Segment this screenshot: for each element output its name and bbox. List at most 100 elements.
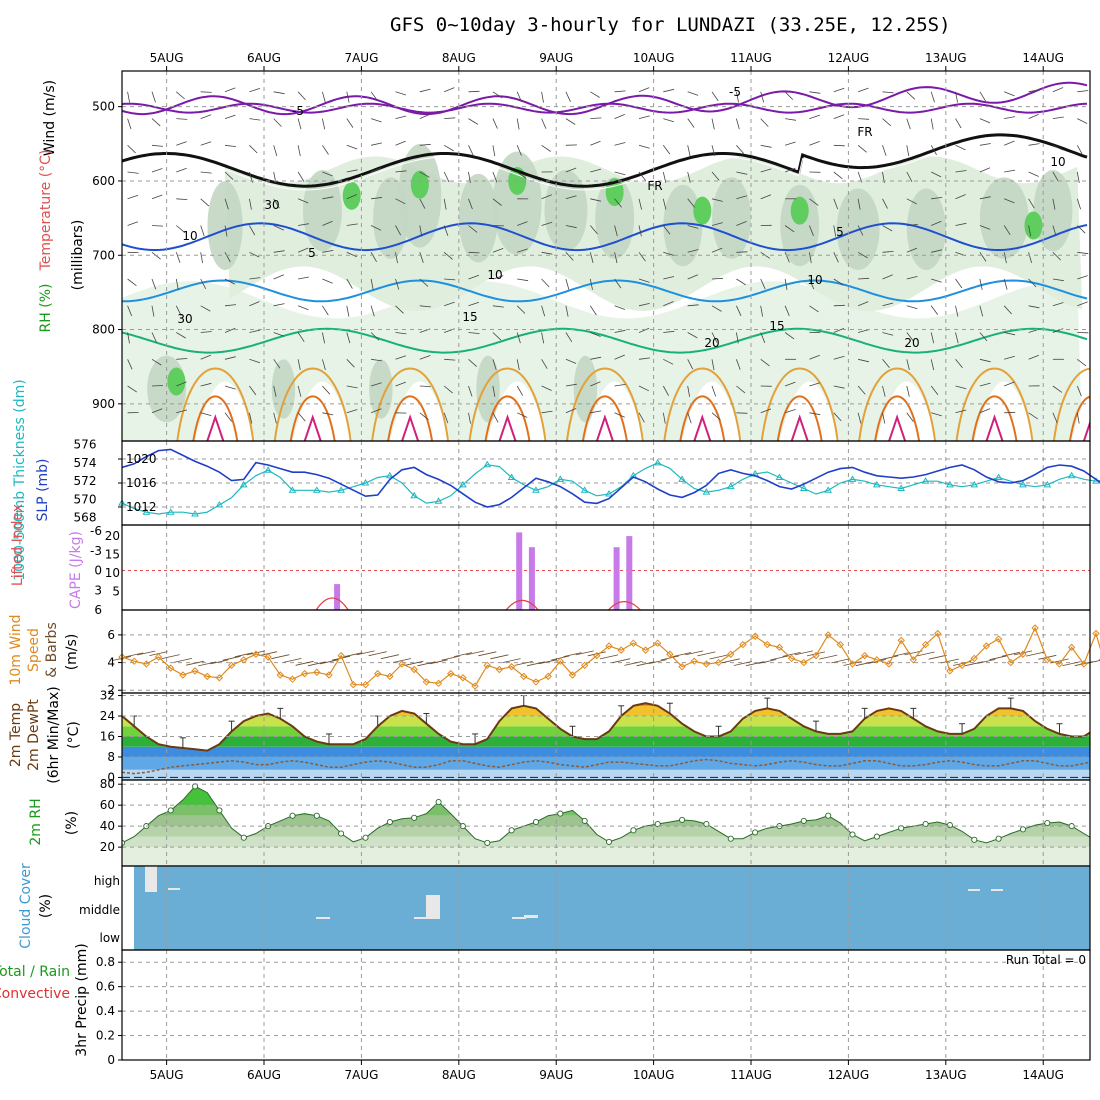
wind-barb: [979, 252, 987, 262]
wind-barb: [784, 225, 795, 233]
dry-valley: [487, 381, 548, 441]
wind-speed-point: [495, 665, 504, 674]
wind-barb: [246, 650, 265, 656]
wind-barb: [760, 144, 772, 148]
wind-barb: [855, 661, 874, 667]
wind-barb: [541, 118, 547, 129]
wind-barb: [882, 145, 887, 156]
wind-barb: [344, 652, 363, 658]
thickness-point: [1043, 480, 1052, 488]
thickness-point: [653, 458, 662, 466]
wind-barb: [468, 198, 473, 210]
wind-speed-point: [605, 642, 613, 650]
wind-barb: [711, 118, 715, 130]
wind-barb: [955, 170, 967, 173]
contour-20: [273, 367, 352, 441]
wind-barb: [371, 197, 383, 200]
wind-barb: [297, 171, 305, 182]
wind-speed-point: [520, 672, 528, 681]
cape-tick: 15: [105, 548, 120, 562]
wind-barb: [468, 385, 473, 397]
wind-barb: [137, 650, 156, 656]
wind-barb: [224, 385, 236, 390]
wind-barb: [833, 198, 839, 210]
wind-barb: [541, 305, 546, 317]
wind-barb: [297, 332, 305, 342]
wind-barb: [1028, 354, 1039, 360]
wind-barb: [955, 144, 966, 151]
contour-30: [595, 414, 614, 441]
rh-point: [508, 827, 515, 834]
wind-barb: [297, 118, 302, 130]
wind-barb: [127, 145, 136, 154]
wind-barb: [1077, 225, 1086, 234]
wind-barb: [200, 305, 211, 312]
wind-speed-point: [568, 671, 577, 679]
wind-barb: [736, 359, 741, 370]
x-tick-bottom: 6AUG: [247, 1068, 281, 1082]
wind-barb: [541, 410, 553, 414]
wind-barb: [736, 305, 742, 316]
wind-speed-point: [544, 672, 552, 681]
precip-total-rain-label: Total / Rain: [0, 964, 70, 980]
wind-barb: [687, 118, 695, 128]
contour-20: [955, 367, 1034, 441]
wind-barb: [809, 252, 812, 264]
wind-barb: [395, 381, 406, 387]
wind-barb: [541, 359, 548, 369]
contour-20: [371, 367, 450, 441]
wind-barb: [590, 198, 602, 202]
wind-barb: [833, 385, 845, 389]
contour-label: 10: [807, 273, 822, 287]
rh-band: [122, 805, 1090, 816]
contour-25: [874, 395, 921, 441]
wind-barb: [516, 305, 526, 314]
contour-25: [1068, 395, 1090, 441]
cloud-high-block: [968, 889, 980, 891]
wind-barb: [882, 332, 894, 336]
wind-barb: [662, 171, 667, 183]
wind-barb: [867, 659, 886, 664]
contour-20: [858, 367, 937, 441]
wind-barb: [819, 654, 838, 660]
rh-line: [122, 785, 1090, 844]
wind-barb: [176, 381, 187, 387]
wind-barb: [673, 652, 692, 657]
wind-barb: [1076, 171, 1080, 183]
wind-barb: [1077, 275, 1088, 280]
wind-barb: [882, 359, 890, 369]
wind-speed-point: [166, 664, 175, 672]
wind-barb: [955, 359, 963, 369]
wind-barb: [784, 332, 795, 340]
wind-barb: [955, 305, 959, 317]
wind-barb: [370, 305, 375, 317]
cape-bar: [626, 536, 633, 610]
contour-label: 15: [769, 319, 784, 333]
wind-barb: [760, 168, 772, 173]
wind-barb: [614, 305, 626, 310]
wind-barb: [711, 222, 723, 226]
wind-barb: [322, 278, 333, 284]
wind-barb: [587, 651, 606, 657]
contour-30: [693, 414, 712, 441]
wind-barb: [663, 358, 674, 365]
wind-barb: [1076, 385, 1082, 397]
wind-barb: [517, 221, 528, 226]
cape-label: CAPE (J/kg): [68, 531, 84, 609]
wind-barb: [175, 305, 182, 316]
wind-barb: [370, 278, 374, 290]
wind-speed-point: [422, 678, 431, 686]
thickness-point: [921, 477, 930, 484]
wind-barb: [210, 659, 229, 665]
thickness-point: [799, 484, 808, 491]
wind-speed-label: Speed: [26, 628, 42, 672]
wind-barb: [784, 381, 796, 387]
wind-barb: [858, 118, 870, 120]
wind-barb: [395, 252, 398, 264]
wind-barb: [638, 303, 650, 307]
cloud-mid-block: [524, 915, 538, 918]
wind-barb: [784, 167, 796, 173]
y-tick-label: 700: [92, 248, 115, 262]
wind-barb: [809, 198, 819, 206]
wind-barb: [1003, 278, 1008, 290]
